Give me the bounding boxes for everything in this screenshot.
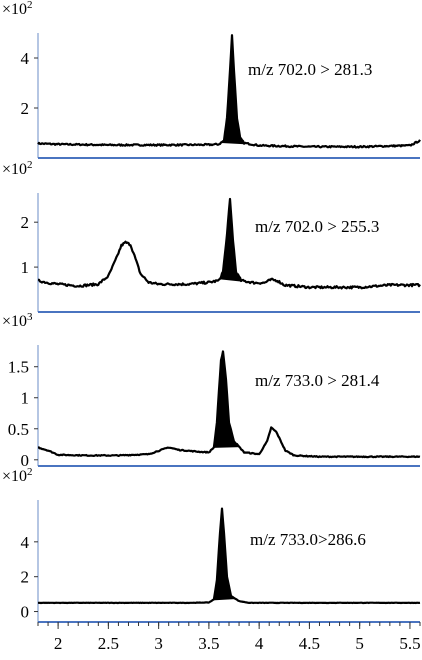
y-multiplier-label: ×102 [2,0,33,18]
y-tick-label: 0.5 [8,420,29,439]
x-tick-label: 5 [355,634,364,653]
chromatogram-panel-1: ×102 4 2 m/z 702.0 > 281.3 [2,0,421,159]
y-multiplier-label: ×102 [2,159,33,178]
transition-annotation: m/z 733.0 > 281.4 [255,371,380,390]
x-tick-label: 2.5 [98,634,119,653]
signal-trace [37,350,421,459]
y-multiplier-label: ×102 [2,466,33,485]
signal-trace [37,34,421,149]
y-tick-label: 4 [21,49,30,68]
transition-annotation: m/z 702.0 > 281.3 [248,60,372,79]
x-tick-label: 4 [255,634,264,653]
chromatogram-panel-4: ×102 4 2 0 m/z 733.0>286.6 2 2.5 3 3.5 4 4.5 5 5.5 [2,466,421,653]
y-tick-label: 0 [21,603,30,622]
y-tick-label: 1.5 [8,358,29,377]
signal-trace [37,197,421,290]
chromatogram-panel-2: ×102 2 1 m/z 702.0 > 255.3 [2,159,421,313]
x-tick-label: 3.5 [198,634,219,653]
y-tick-label: 2 [21,213,30,232]
y-multiplier-label: ×103 [2,311,33,330]
y-tick-label: 1 [21,389,30,408]
x-tick-label: 2 [54,634,63,653]
y-tick-label: 2 [21,99,30,118]
transition-annotation: m/z 702.0 > 255.3 [255,217,379,236]
x-tick-label: 4.5 [299,634,320,653]
chromatogram-panel-3: ×103 1.5 1 0.5 0 m/z 733.0 > 281.4 [2,311,421,470]
y-tick-label: 2 [21,568,30,587]
x-tick-label: 5.5 [399,634,420,653]
y-tick-label: 4 [21,533,30,552]
x-tick-label: 3 [154,634,163,653]
transition-annotation: m/z 733.0>286.6 [250,530,366,549]
y-tick-label: 0 [21,451,30,470]
signal-trace [37,507,421,605]
y-tick-label: 1 [21,258,30,277]
